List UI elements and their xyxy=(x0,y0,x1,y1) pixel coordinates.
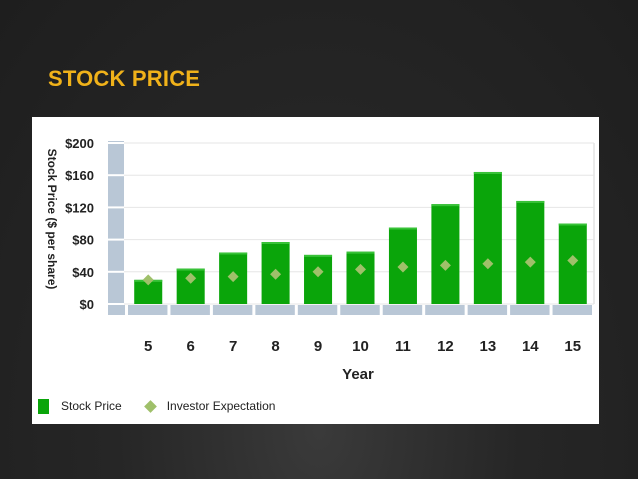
x-axis-separator xyxy=(125,305,128,315)
x-tick-label: 10 xyxy=(352,338,369,355)
x-axis-separator xyxy=(294,305,298,315)
bar xyxy=(473,171,502,304)
bar-highlight xyxy=(261,242,290,245)
x-tick-label: 5 xyxy=(144,338,152,355)
y-axis-label: Stock Price ($ per share) xyxy=(45,149,59,290)
y-tick-notch xyxy=(108,270,124,273)
x-axis-label: Year xyxy=(342,366,374,383)
bar-highlight xyxy=(388,227,417,230)
legend-label-investor-expectation: Investor Expectation xyxy=(166,399,276,413)
x-tick-label: 11 xyxy=(395,338,411,355)
x-tick-label: 8 xyxy=(271,338,279,355)
bar xyxy=(304,254,333,304)
chart-panel: $0 $40 $80 $120 $160 $200 5 6 7 8 9 10 11 12 13 14 15 S… xyxy=(32,117,599,424)
y-tick-label: $0 xyxy=(80,297,94,312)
x-axis-separator xyxy=(422,305,426,315)
y-tick-label: $200 xyxy=(65,136,94,151)
expectation-marker xyxy=(142,274,154,286)
y-tick-labels: $0 $40 $80 $120 $160 $200 xyxy=(65,136,94,312)
legend-bar-swatch xyxy=(38,398,49,414)
x-axis-separator xyxy=(549,305,553,315)
x-axis-separator xyxy=(464,305,468,315)
legend-label-stock-price: Stock Price xyxy=(61,399,122,413)
x-tick-label: 15 xyxy=(564,338,581,355)
bar-highlight xyxy=(304,254,333,257)
expectation-marker xyxy=(355,263,366,275)
x-axis-separator xyxy=(167,305,171,315)
y-tick-label: $160 xyxy=(65,168,94,183)
x-tick-labels: 5 6 7 8 9 10 11 12 13 14 15 xyxy=(144,338,581,355)
bar-highlight xyxy=(176,268,205,271)
x-axis-separator xyxy=(209,305,213,315)
x-axis-separator xyxy=(337,305,341,315)
y-tick-label: $120 xyxy=(65,200,94,215)
expectation-marker xyxy=(397,261,409,273)
x-axis-separator xyxy=(379,305,383,315)
x-axis-separator xyxy=(507,305,511,315)
x-axis-separator xyxy=(592,305,595,315)
y-axis-strip xyxy=(108,141,124,308)
expectation-marker xyxy=(312,266,324,278)
x-axis-strip xyxy=(108,305,594,315)
y-tick-notch xyxy=(108,303,124,305)
bar-highlight xyxy=(473,171,502,174)
y-tick-label: $40 xyxy=(72,265,94,280)
expectation-marker xyxy=(567,255,579,267)
x-tick-label: 9 xyxy=(314,338,322,355)
slide-title: STOCK PRICE xyxy=(48,66,201,91)
bar xyxy=(431,204,460,304)
x-axis-separator xyxy=(252,305,256,315)
expectation-series xyxy=(142,255,579,286)
x-tick-label: 12 xyxy=(437,338,454,355)
expectation-marker xyxy=(524,256,536,268)
expectation-marker xyxy=(482,258,494,270)
bar-highlight xyxy=(431,204,460,207)
stock-price-chart: $0 $40 $80 $120 $160 $200 5 6 7 8 9 10 11 12 13 14 15 S… xyxy=(45,136,595,383)
y-tick-notch xyxy=(108,174,124,177)
y-tick-notch xyxy=(108,206,124,209)
legend-diamond-swatch xyxy=(143,399,157,413)
bar-highlight xyxy=(558,223,587,226)
bar-highlight xyxy=(346,251,375,254)
plot-frame xyxy=(108,141,595,315)
x-tick-label: 14 xyxy=(522,338,539,355)
expectation-marker xyxy=(227,271,239,283)
bar-highlight xyxy=(516,200,545,203)
y-tick-notch xyxy=(108,142,124,144)
bar-series xyxy=(134,171,587,304)
x-tick-label: 6 xyxy=(187,338,195,355)
y-tick-label: $80 xyxy=(72,233,94,248)
bar xyxy=(346,251,375,304)
expectation-marker xyxy=(270,268,282,280)
bar xyxy=(516,200,545,304)
y-tick-notch xyxy=(108,238,124,241)
expectation-marker xyxy=(185,272,197,284)
chart-legend: Stock Price Investor Expectation xyxy=(38,395,275,417)
expectation-marker xyxy=(439,259,451,271)
x-tick-label: 13 xyxy=(480,338,497,355)
x-tick-label: 7 xyxy=(229,338,237,355)
bar-highlight xyxy=(219,252,248,255)
